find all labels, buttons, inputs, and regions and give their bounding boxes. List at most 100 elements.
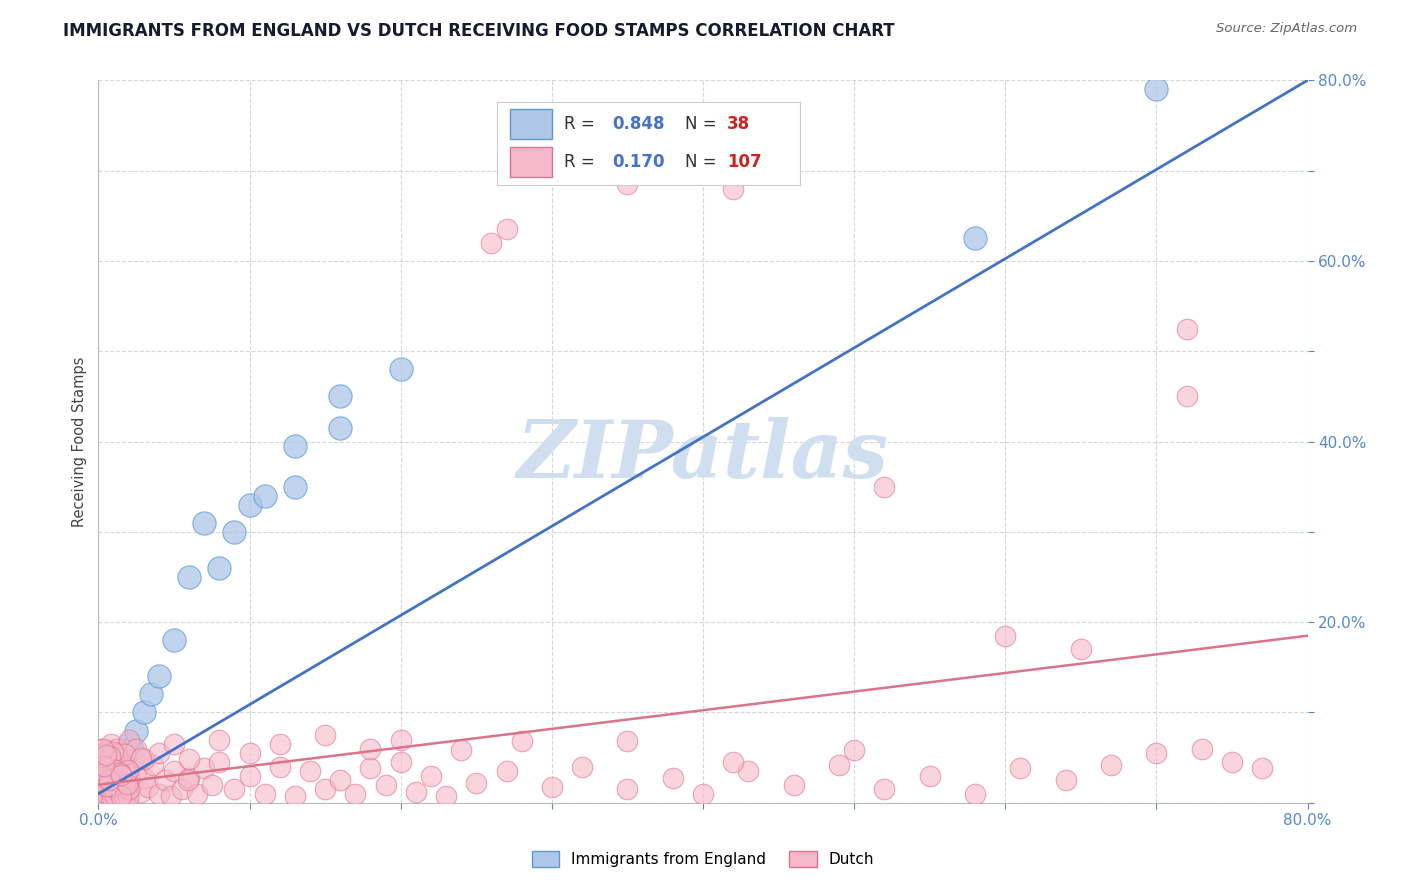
- Point: [616, 782, 638, 797]
- Point: [104, 771, 127, 785]
- Point: [94, 780, 117, 794]
- Point: [103, 782, 125, 797]
- Point: [510, 734, 533, 748]
- Point: [269, 760, 291, 774]
- Point: [121, 741, 143, 756]
- Bar: [509, 109, 553, 138]
- Point: [783, 778, 806, 792]
- Point: [186, 787, 208, 801]
- Bar: [509, 147, 553, 177]
- Point: [299, 764, 322, 779]
- Point: [90, 741, 112, 756]
- Point: [284, 789, 307, 803]
- Point: [93, 789, 115, 803]
- Point: [98, 757, 121, 772]
- Point: [96, 780, 118, 794]
- Point: [93, 772, 115, 787]
- Point: [329, 421, 352, 435]
- Point: [163, 737, 186, 751]
- Point: [239, 746, 262, 760]
- Point: [153, 773, 176, 788]
- Point: [91, 755, 114, 769]
- Point: [105, 741, 128, 756]
- Point: [163, 764, 186, 779]
- Point: [107, 778, 129, 792]
- Point: [163, 633, 186, 648]
- Point: [160, 789, 183, 803]
- Point: [118, 769, 141, 783]
- Point: [101, 764, 124, 779]
- Point: [131, 751, 153, 765]
- Text: R =: R =: [564, 114, 595, 133]
- Point: [994, 629, 1017, 643]
- Point: [616, 734, 638, 748]
- Point: [112, 757, 135, 772]
- Point: [374, 778, 396, 792]
- Point: [329, 773, 352, 788]
- Point: [1010, 762, 1032, 776]
- Point: [100, 776, 122, 790]
- Point: [465, 776, 488, 790]
- Point: [101, 791, 124, 805]
- Point: [224, 782, 246, 797]
- Point: [132, 771, 155, 785]
- Point: [208, 732, 231, 747]
- Point: [873, 782, 896, 797]
- Point: [239, 769, 262, 783]
- Point: [253, 787, 276, 801]
- Point: [571, 760, 593, 774]
- Point: [450, 743, 472, 757]
- Point: [389, 755, 412, 769]
- Point: [1175, 389, 1198, 403]
- Point: [224, 524, 246, 539]
- Point: [344, 787, 367, 801]
- Point: [100, 785, 122, 799]
- Point: [114, 743, 136, 757]
- Point: [115, 787, 138, 801]
- Point: [193, 762, 215, 776]
- Point: [208, 755, 231, 769]
- Point: [284, 480, 307, 494]
- Point: [105, 762, 128, 776]
- Point: [121, 776, 143, 790]
- Point: [434, 789, 457, 803]
- Point: [105, 769, 128, 783]
- Point: [93, 771, 115, 785]
- Point: [93, 746, 115, 760]
- Point: [420, 769, 443, 783]
- Point: [110, 785, 132, 799]
- Text: Source: ZipAtlas.com: Source: ZipAtlas.com: [1216, 22, 1357, 36]
- Point: [873, 480, 896, 494]
- Point: [1251, 762, 1274, 776]
- Point: [844, 743, 866, 757]
- Point: [965, 231, 987, 245]
- Point: [98, 769, 121, 783]
- Point: [117, 777, 139, 791]
- Point: [132, 752, 155, 766]
- Point: [114, 790, 136, 805]
- Point: [108, 764, 131, 779]
- Point: [111, 752, 134, 766]
- Point: [1175, 321, 1198, 335]
- Point: [100, 779, 122, 793]
- Point: [118, 737, 141, 751]
- Point: [737, 764, 759, 779]
- Point: [129, 785, 152, 799]
- Text: N =: N =: [685, 153, 717, 170]
- Point: [284, 439, 307, 453]
- Y-axis label: Receiving Food Stamps: Receiving Food Stamps: [72, 356, 87, 527]
- Point: [110, 768, 132, 782]
- Point: [108, 767, 131, 781]
- Point: [91, 742, 114, 756]
- Point: [132, 706, 155, 720]
- Point: [111, 773, 134, 788]
- Point: [93, 759, 115, 773]
- Point: [918, 769, 941, 783]
- Point: [103, 757, 125, 772]
- Point: [107, 755, 129, 769]
- Point: [103, 750, 125, 764]
- Point: [96, 743, 118, 757]
- Point: [1054, 773, 1077, 788]
- Point: [94, 752, 117, 766]
- Point: [96, 778, 118, 792]
